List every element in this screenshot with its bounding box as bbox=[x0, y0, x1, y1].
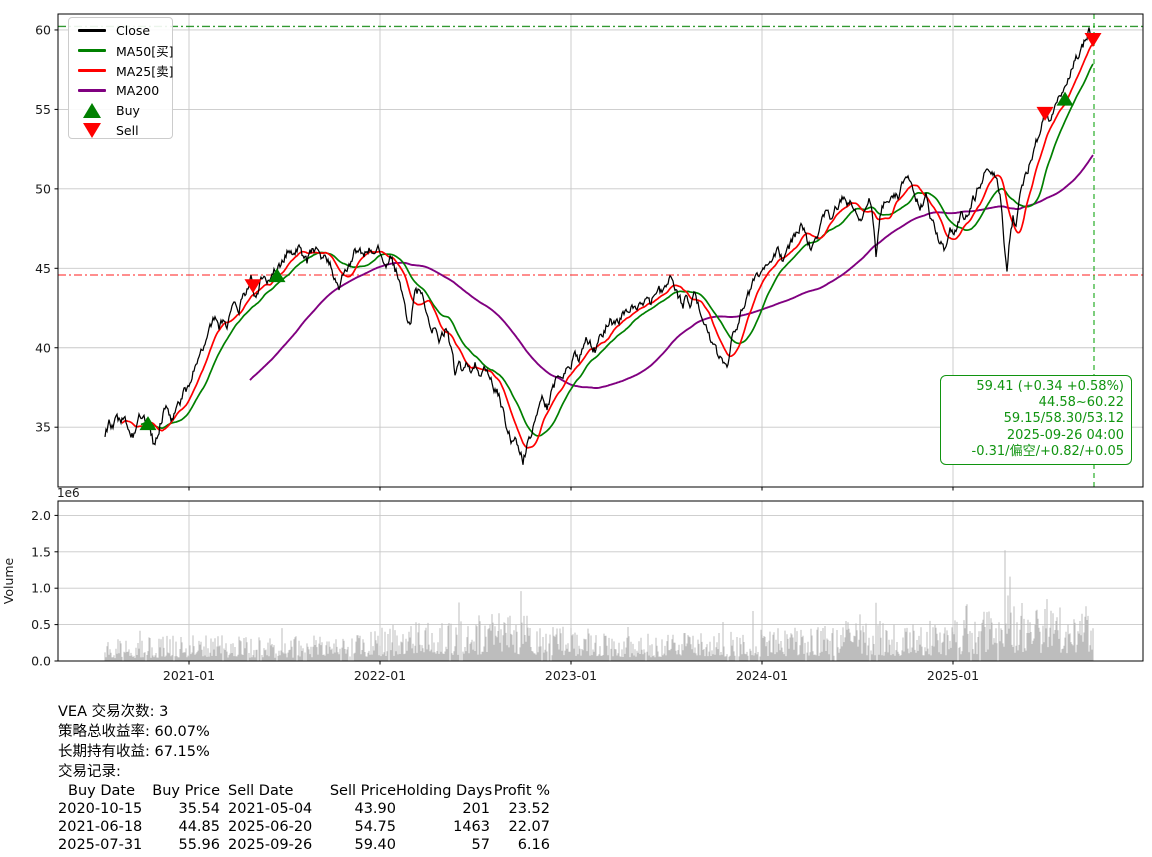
buy-marker bbox=[1056, 91, 1074, 106]
legend: Close MA50[买] MA25[卖] MA200 Buy Sell bbox=[68, 17, 174, 140]
trade-table-row: 2025-07-31 55.96 2025-09-26 59.40 57 6.16 bbox=[58, 836, 550, 854]
date-tick-label: 2025-01 bbox=[927, 668, 979, 683]
date-tick-label: 2024-01 bbox=[736, 668, 788, 683]
trade-cell: 54.75 bbox=[354, 819, 396, 835]
trade-markers bbox=[139, 32, 1102, 431]
trade-col-header: Buy Date bbox=[68, 783, 135, 799]
trade-cell: 44.85 bbox=[178, 819, 220, 835]
info-last-price: 59.41 (+0.34 +0.58%) bbox=[976, 379, 1124, 394]
price-tick-label: 45 bbox=[35, 261, 51, 276]
volume-axis-label: Volume bbox=[1, 557, 16, 604]
info-ma-values: 59.15/58.30/53.12 bbox=[1003, 411, 1124, 427]
trade-cell: 2020-10-15 bbox=[58, 801, 143, 817]
buy-triangle-icon bbox=[75, 102, 109, 118]
trade-col-header: Profit % bbox=[493, 783, 550, 799]
volume-tick-label: 1.5 bbox=[31, 544, 51, 559]
legend-item-ma200: MA200 bbox=[75, 80, 172, 100]
price-tick-label: 35 bbox=[35, 420, 51, 435]
price-tick-label: 60 bbox=[35, 22, 51, 37]
legend-item-sell: Sell bbox=[75, 120, 172, 140]
sell-marker bbox=[244, 279, 262, 294]
strategy-return-line: 策略总收益率: 60.07% bbox=[58, 724, 210, 740]
legend-label: Sell bbox=[116, 122, 139, 138]
buy-hold-return-line: 长期持有收益: 67.15% bbox=[58, 744, 210, 760]
trade-cell: 35.54 bbox=[178, 801, 220, 817]
buy-marker bbox=[139, 416, 157, 431]
trade-cell: 57 bbox=[471, 837, 490, 853]
sell-marker bbox=[1036, 106, 1054, 121]
trade-cell: 59.40 bbox=[354, 837, 396, 853]
trade-table-row: 2021-06-18 44.85 2025-06-20 54.75 1463 22.07 bbox=[58, 818, 550, 836]
trade-table-header: Buy Date Buy Price Sell Date Sell Price Hold… bbox=[58, 782, 550, 800]
trade-cell: 22.07 bbox=[508, 819, 550, 835]
trade-cell: 201 bbox=[462, 801, 490, 817]
legend-label: Buy bbox=[116, 102, 140, 118]
legend-line-swatch bbox=[75, 48, 109, 52]
trade-col-header: Sell Date bbox=[228, 783, 294, 799]
volume-bars bbox=[104, 550, 1094, 661]
legend-line-swatch bbox=[75, 68, 109, 72]
trade-col-header: Sell Price bbox=[329, 783, 396, 799]
main-plot-border bbox=[57, 13, 1144, 488]
volume-offset-label: 1e6 bbox=[57, 486, 80, 500]
trade-log-title: 交易记录: bbox=[58, 764, 121, 780]
trade-cell: 2025-07-31 bbox=[58, 837, 143, 853]
trade-cell: 2021-05-04 bbox=[228, 801, 313, 817]
volume-tick-label: 1.0 bbox=[31, 581, 51, 596]
trade-cell: 43.90 bbox=[354, 801, 396, 817]
trade-table: Buy Date Buy Price Sell Date Sell Price Hold… bbox=[58, 782, 550, 854]
sell-marker bbox=[1084, 32, 1102, 47]
ma50-line bbox=[140, 63, 1094, 437]
trade-cell: 23.52 bbox=[508, 801, 550, 817]
trade-cell: 2021-06-18 bbox=[58, 819, 143, 835]
trade-col-header: Holding Days bbox=[396, 783, 493, 799]
trade-table-row: 2020-10-15 35.54 2021-05-04 43.90 201 23.52 bbox=[58, 800, 550, 818]
volume-tick-label: 0.0 bbox=[31, 654, 51, 669]
info-52w-range: 44.58~60.22 bbox=[1038, 395, 1124, 411]
trade-count-line: VEA 交易次数: 3 bbox=[58, 704, 169, 720]
legend-item-ma50: MA50[买] bbox=[75, 40, 174, 60]
price-tick-label: 50 bbox=[35, 181, 51, 196]
date-tick-label: 2021-01 bbox=[163, 668, 215, 683]
volume-plot-border bbox=[57, 500, 1144, 662]
legend-label: MA25[卖] bbox=[116, 63, 174, 79]
date-tick-label: 2023-01 bbox=[545, 668, 597, 683]
tick-labels: 60 55 50 45 40 35 2.0 1.5 1.0 0.5 0.0 2021-01 2022-0… bbox=[1, 22, 979, 683]
sell-triangle-icon bbox=[75, 122, 109, 138]
info-signal: -0.31/偏空/+0.82/+0.05 bbox=[971, 443, 1124, 459]
legend-line-swatch bbox=[75, 28, 109, 32]
legend-item-ma25: MA25[卖] bbox=[75, 60, 174, 80]
info-timestamp: 2025-09-26 04:00 bbox=[1006, 427, 1124, 443]
ma25-line bbox=[121, 43, 1094, 449]
trade-cell: 2025-09-26 bbox=[228, 837, 313, 853]
legend-item-buy: Buy bbox=[75, 100, 172, 120]
legend-label: MA200 bbox=[116, 82, 160, 98]
gridlines bbox=[58, 14, 1143, 662]
trade-cell: 6.16 bbox=[517, 837, 550, 853]
trade-cell: 2025-06-20 bbox=[228, 819, 313, 835]
volume-tick-label: 0.5 bbox=[31, 617, 51, 632]
trade-col-header: Buy Price bbox=[152, 783, 220, 799]
ma200-line bbox=[249, 154, 1094, 389]
legend-item-close: Close bbox=[75, 20, 172, 40]
trade-cell: 55.96 bbox=[178, 837, 220, 853]
date-tick-label: 2022-01 bbox=[354, 668, 406, 683]
buy-marker bbox=[268, 268, 286, 283]
last-price-info-box: 59.41 (+0.34 +0.58%) 44.58~60.22 59.15/5… bbox=[940, 375, 1132, 466]
strategy-summary: VEA 交易次数: 3 策略总收益率: 60.07% 长期持有收益: 67.15… bbox=[58, 702, 550, 854]
legend-label: MA50[买] bbox=[116, 43, 174, 59]
trade-cell: 1463 bbox=[453, 819, 490, 835]
price-tick-label: 55 bbox=[35, 102, 51, 117]
volume-tick-label: 2.0 bbox=[31, 508, 51, 523]
legend-label: Close bbox=[116, 22, 151, 38]
price-tick-label: 40 bbox=[35, 340, 51, 355]
legend-line-swatch bbox=[75, 88, 109, 92]
